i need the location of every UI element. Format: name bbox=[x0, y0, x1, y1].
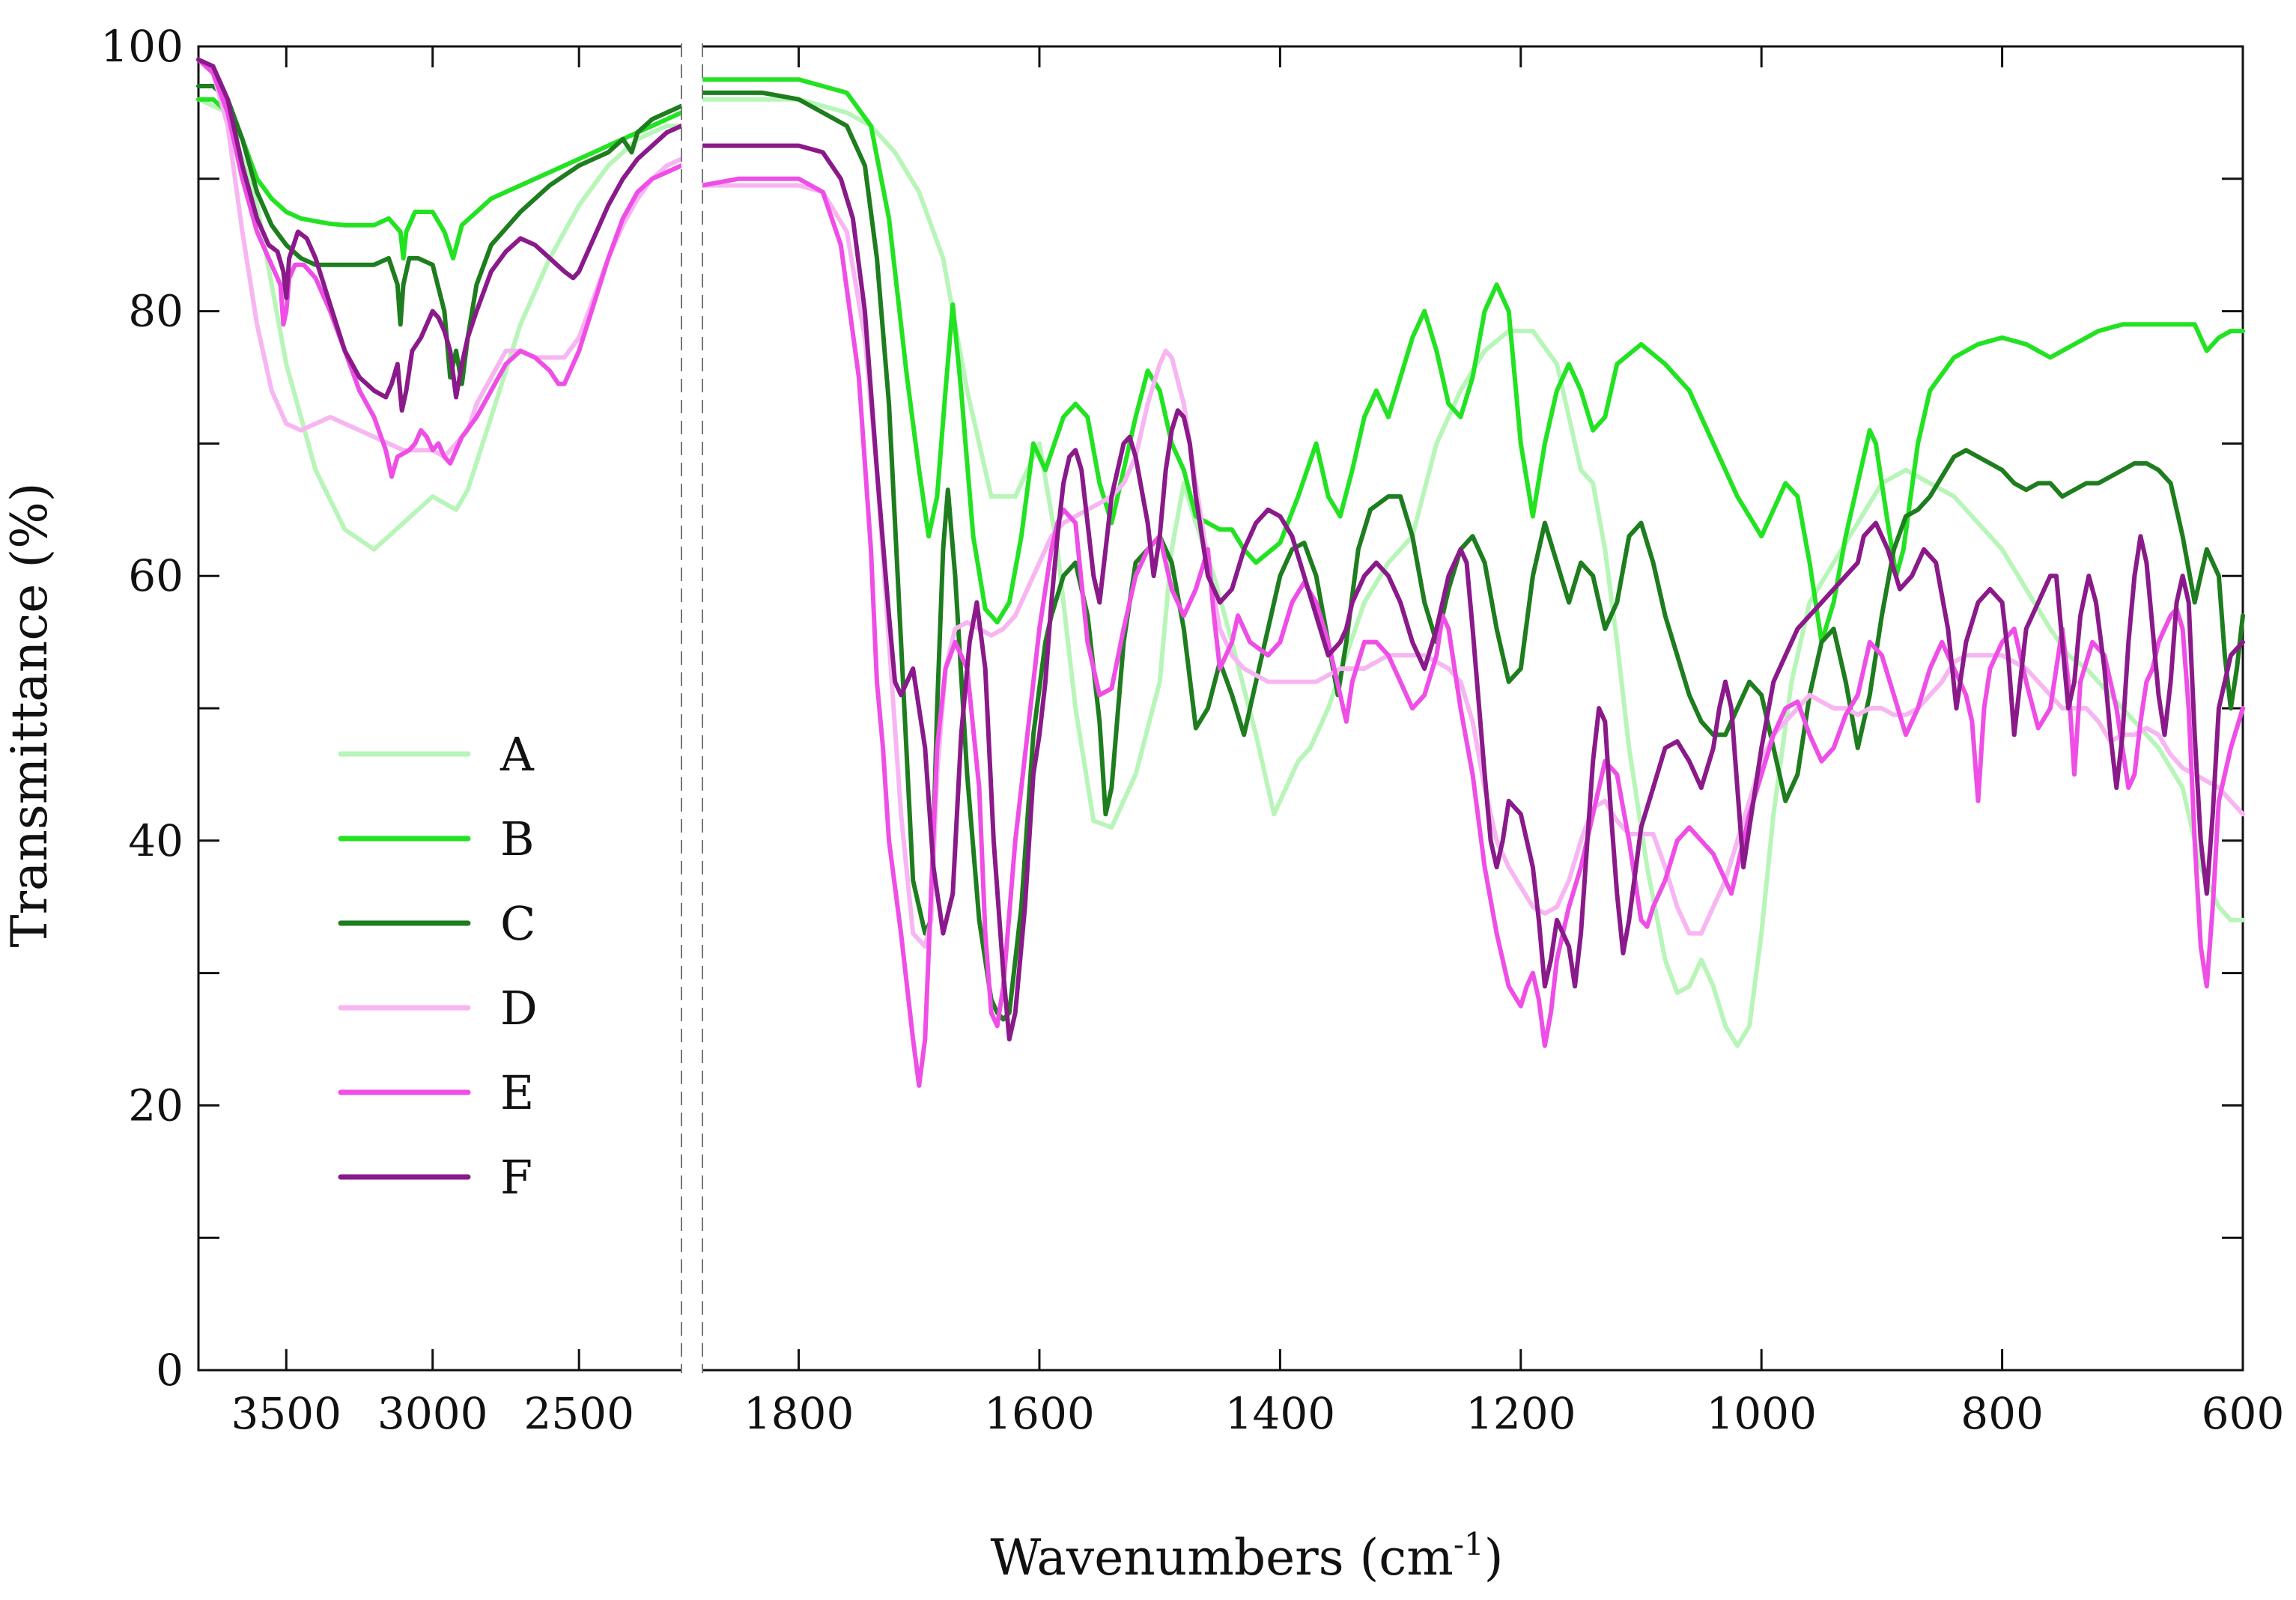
x-axis-title: Wavenumbers (cm-1) bbox=[990, 1526, 1503, 1587]
y-tick-label: 0 bbox=[156, 1345, 183, 1396]
legend-label-F: F bbox=[500, 1150, 532, 1205]
tick-labels: 0 20 40 60 80 100 3500 3000 2500 1800 1600 1400 1200… bbox=[100, 21, 2284, 1439]
x-axis-title-suffix: ) bbox=[1484, 1529, 1504, 1587]
x-tick-label: 600 bbox=[2202, 1388, 2285, 1439]
series-C-line bbox=[700, 90, 2245, 1022]
legend-label-A: A bbox=[499, 727, 535, 782]
series-E-line bbox=[196, 57, 684, 479]
y-axis-title: Transmittance (%) bbox=[1, 482, 58, 947]
x-tick-label: 3000 bbox=[377, 1388, 488, 1439]
series-B-line bbox=[700, 77, 2245, 645]
y-tick-label: 100 bbox=[100, 21, 183, 72]
legend-label-E: E bbox=[500, 1065, 534, 1120]
x-tick-label: 1600 bbox=[984, 1388, 1095, 1439]
axis-break bbox=[681, 43, 703, 1373]
series-A-line bbox=[196, 97, 684, 552]
axis-break-gap bbox=[681, 43, 702, 1373]
y-tick-label: 40 bbox=[128, 815, 183, 866]
x-tick-label: 800 bbox=[1961, 1388, 2044, 1439]
x-tick-label: 2500 bbox=[523, 1388, 634, 1439]
x-tick-label: 1200 bbox=[1466, 1388, 1576, 1439]
y-tick-label: 80 bbox=[128, 286, 183, 337]
x-tick-label: 1800 bbox=[744, 1388, 854, 1439]
legend-label-D: D bbox=[500, 981, 538, 1035]
x-tick-label: 1000 bbox=[1706, 1388, 1817, 1439]
legend-label-C: C bbox=[500, 896, 535, 951]
series-F-line bbox=[196, 57, 684, 413]
y-tick-label: 20 bbox=[128, 1080, 183, 1131]
series-A-line bbox=[700, 97, 2245, 1048]
x-axis-title-main: Wavenumbers (cm bbox=[990, 1529, 1453, 1587]
x-tick-label: 3500 bbox=[231, 1388, 341, 1439]
x-axis-title-superscript: -1 bbox=[1454, 1526, 1484, 1563]
series-B-line bbox=[196, 97, 684, 261]
y-tick-label: 60 bbox=[128, 550, 183, 601]
x-tick-label: 1400 bbox=[1225, 1388, 1336, 1439]
series-group bbox=[196, 57, 2245, 1088]
series-C-line bbox=[196, 84, 684, 386]
legend-label-B: B bbox=[500, 812, 535, 866]
series-F-line bbox=[700, 143, 2245, 1041]
